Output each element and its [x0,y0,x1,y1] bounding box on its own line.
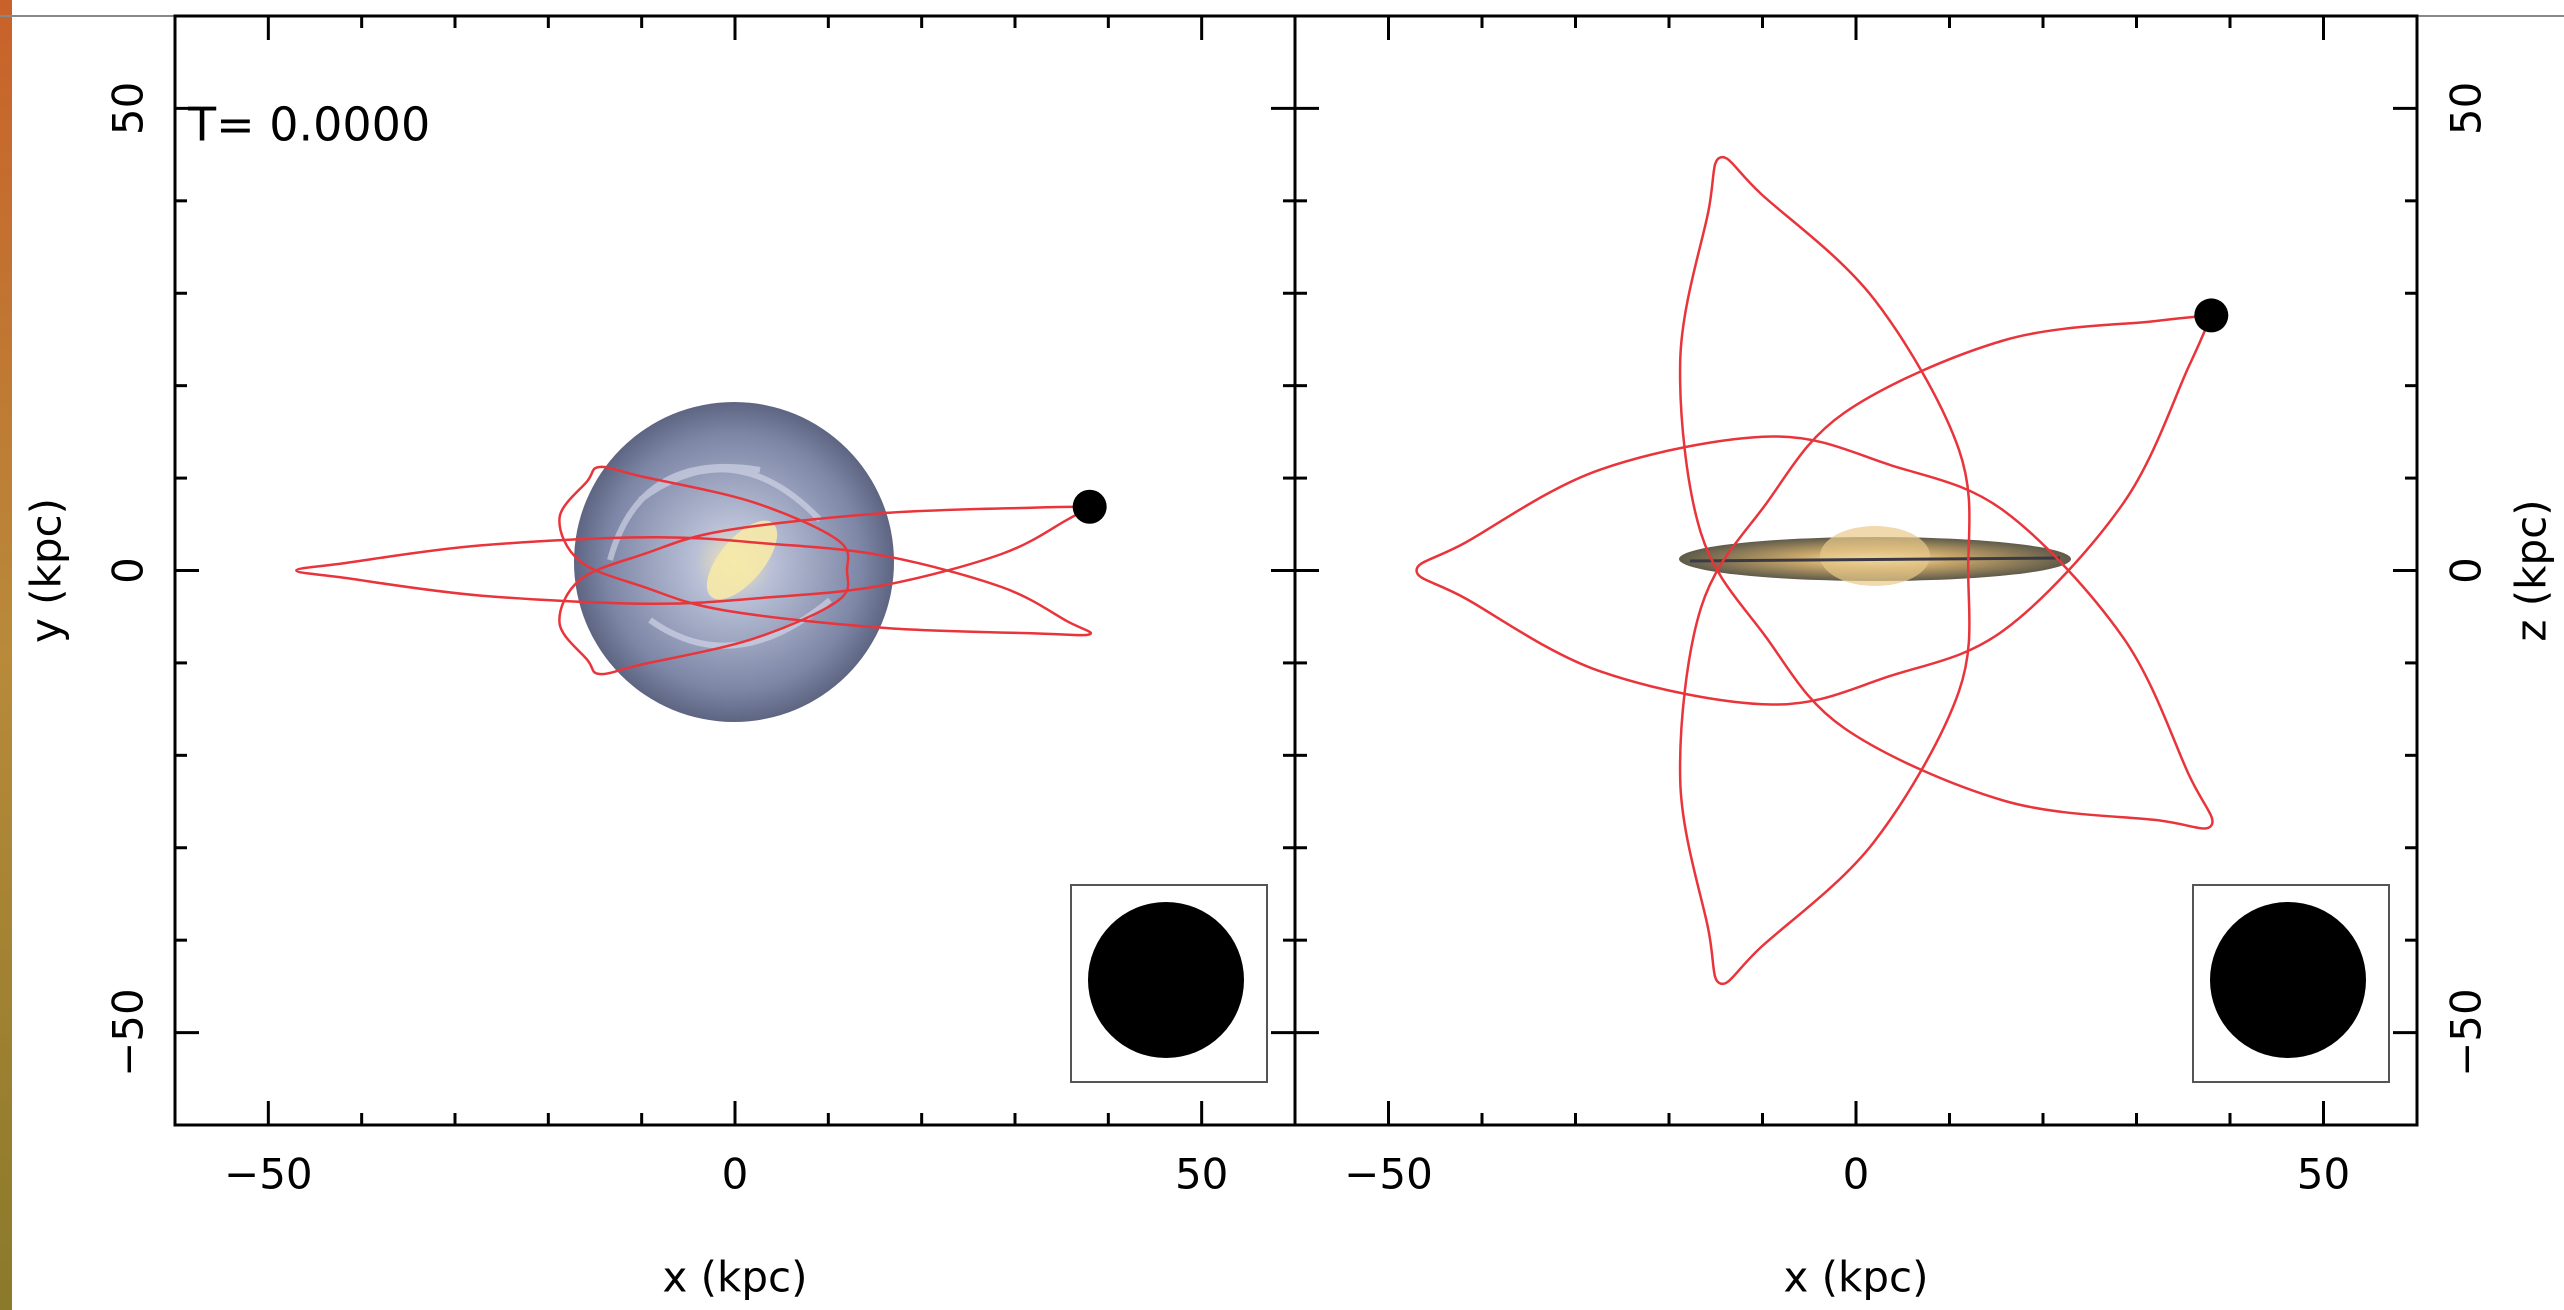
x-tick-label: 0 [722,1150,749,1199]
x-tick-label: 50 [1175,1150,1228,1199]
satellite-marker [1072,489,1107,524]
window-edge [0,0,12,1310]
x-tick-label: −50 [1344,1150,1433,1199]
y-axis-title: z (kpc) [2507,499,2556,641]
satellite-marker [2194,298,2229,333]
orbit-line [295,465,1093,676]
orbit-line [1415,155,2214,986]
x-tick-label: 0 [1843,1150,1870,1199]
y-tick-label: −50 [104,988,153,1077]
y-tick-label: 50 [2442,82,2491,135]
inset-right [2192,884,2390,1083]
milky-way-edge-on [1679,526,2071,586]
time-annotation: T= 0.0000 [187,98,430,152]
x-tick-label: −50 [224,1150,313,1199]
x-axis-title: x (kpc) [1783,1253,1928,1302]
inset-left [1070,884,1268,1083]
y-axis-title: y (kpc) [22,498,71,643]
y-tick-label: −50 [2442,988,2491,1077]
x-axis-title: x (kpc) [662,1253,807,1302]
x-tick-label: 50 [2297,1150,2350,1199]
y-tick-label: 0 [104,557,153,584]
y-tick-label: 50 [104,82,153,135]
y-tick-label: 0 [2442,557,2491,584]
